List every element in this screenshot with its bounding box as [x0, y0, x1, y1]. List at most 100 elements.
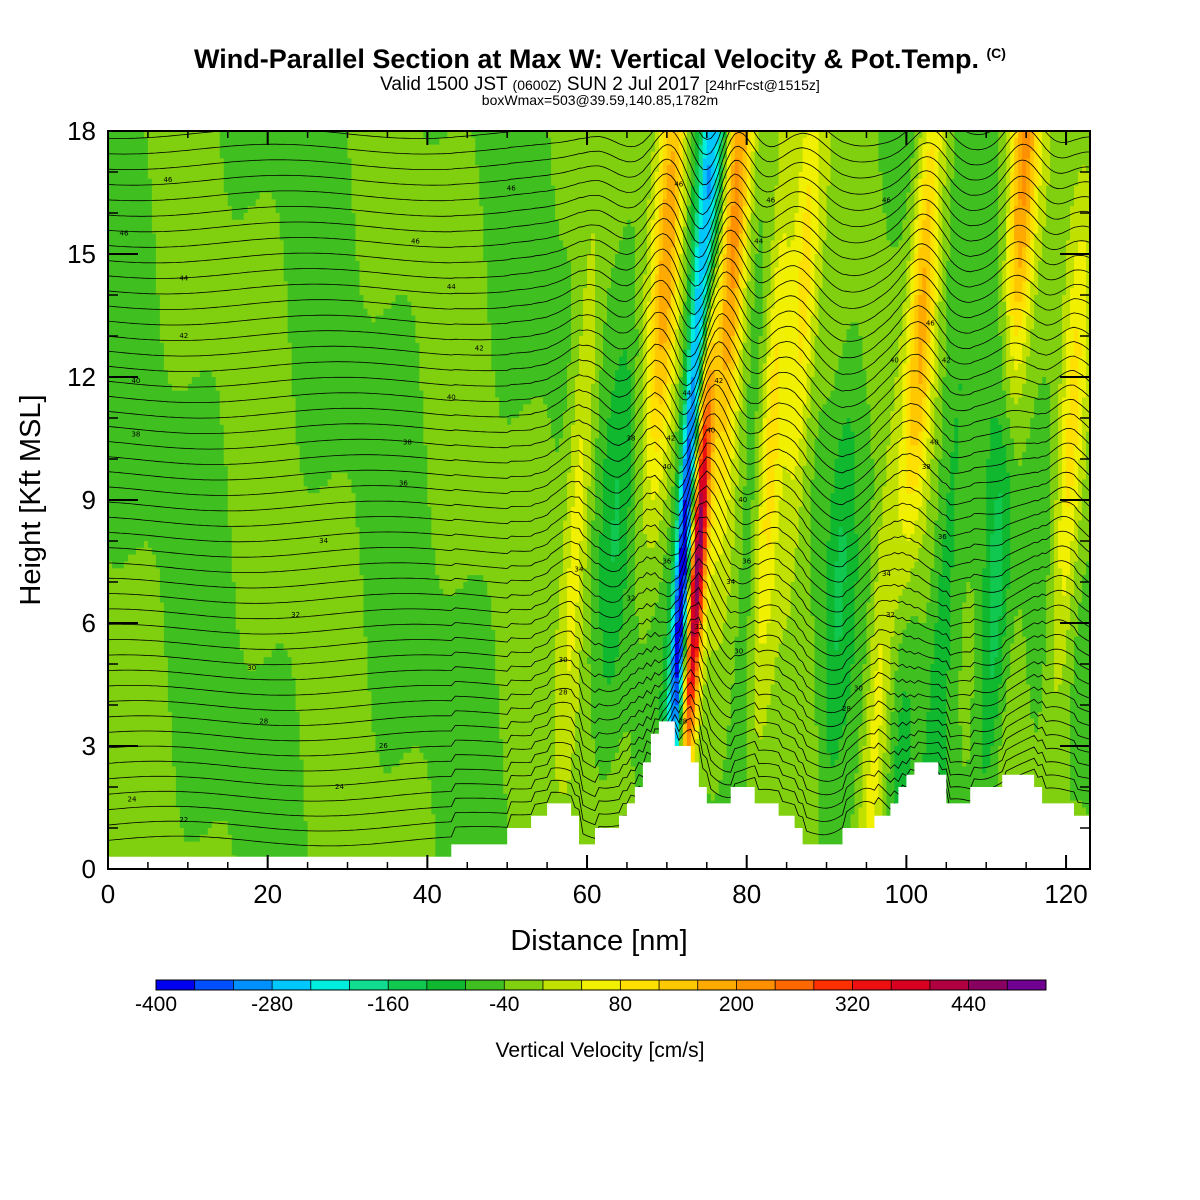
w-cell — [978, 247, 983, 255]
w-cell — [1042, 137, 1047, 146]
w-cell — [423, 185, 428, 194]
w-cell — [1030, 131, 1035, 139]
w-cell — [1058, 185, 1063, 194]
w-cell — [303, 213, 309, 221]
w-cell — [1038, 165, 1043, 173]
w-cell — [1062, 172, 1067, 180]
w-cell — [994, 172, 999, 180]
w-cell — [1050, 199, 1055, 207]
w-cell — [259, 178, 265, 187]
w-cell — [371, 172, 377, 180]
w-cell — [854, 226, 860, 235]
w-cell — [147, 260, 153, 269]
w-cell — [115, 199, 121, 207]
w-cell — [227, 219, 233, 228]
w-cell — [591, 199, 596, 207]
w-cell — [938, 199, 943, 207]
w-cell — [135, 199, 141, 207]
w-cell — [666, 131, 672, 139]
w-cell — [882, 260, 888, 269]
w-cell — [1054, 206, 1059, 214]
w-cell — [543, 151, 548, 159]
w-cell — [858, 192, 864, 200]
w-cell — [535, 144, 540, 153]
w-cell — [1034, 213, 1039, 221]
w-cell — [191, 158, 197, 166]
w-cell — [818, 240, 824, 248]
w-cell — [842, 165, 848, 173]
w-cell — [678, 158, 684, 166]
w-cell — [1086, 165, 1090, 173]
w-cell — [1078, 260, 1083, 269]
w-cell — [403, 151, 408, 159]
w-cell — [219, 226, 225, 235]
w-cell — [674, 158, 680, 166]
w-cell — [231, 267, 237, 276]
w-cell — [291, 240, 297, 248]
w-cell — [1050, 137, 1055, 146]
w-cell — [610, 185, 616, 194]
w-cell — [171, 185, 177, 194]
w-cell — [1014, 199, 1019, 207]
w-cell — [1078, 254, 1083, 262]
w-cell — [483, 158, 488, 166]
w-cell — [810, 137, 816, 146]
w-cell — [926, 192, 931, 200]
w-cell — [878, 158, 884, 166]
w-cell — [491, 185, 496, 194]
w-cell — [854, 172, 860, 180]
w-cell — [750, 247, 756, 255]
w-cell — [802, 240, 808, 248]
w-cell — [295, 267, 301, 276]
w-cell — [547, 192, 552, 200]
w-cell — [1006, 158, 1011, 166]
w-cell — [678, 240, 684, 248]
w-cell — [754, 151, 760, 159]
w-cell — [738, 172, 744, 180]
w-cell — [167, 178, 173, 187]
w-cell — [287, 131, 293, 139]
w-cell — [223, 131, 229, 139]
w-cell — [139, 151, 145, 159]
w-cell — [742, 172, 748, 180]
w-cell — [175, 199, 181, 207]
w-cell — [299, 158, 305, 166]
w-cell — [179, 158, 185, 166]
w-cell — [1042, 185, 1047, 194]
w-cell — [966, 185, 971, 194]
w-cell — [411, 192, 416, 200]
w-cell — [359, 219, 365, 228]
w-cell — [646, 131, 652, 139]
w-cell — [618, 137, 624, 146]
w-cell — [974, 240, 979, 248]
w-cell — [375, 226, 381, 235]
w-cell — [147, 206, 153, 214]
w-cell — [231, 137, 237, 146]
w-cell — [698, 151, 704, 159]
w-cell — [702, 254, 708, 262]
w-cell — [790, 233, 796, 241]
w-cell — [351, 247, 357, 255]
w-cell — [139, 165, 145, 173]
w-cell — [954, 137, 959, 146]
w-cell — [143, 260, 149, 269]
w-cell — [195, 192, 201, 200]
w-cell — [1010, 185, 1015, 194]
w-cell — [1078, 233, 1083, 241]
w-cell — [674, 199, 680, 207]
w-cell — [762, 131, 768, 139]
w-cell — [135, 226, 141, 235]
w-cell — [1018, 260, 1023, 269]
w-cell — [898, 260, 903, 269]
w-cell — [531, 165, 536, 173]
w-cell — [251, 172, 257, 180]
w-cell — [910, 206, 915, 214]
w-cell — [826, 137, 832, 146]
w-cell — [1050, 254, 1055, 262]
w-cell — [491, 131, 496, 139]
w-cell — [531, 131, 536, 139]
w-cell — [982, 172, 987, 180]
w-cell — [1086, 199, 1090, 207]
w-cell — [163, 240, 169, 248]
w-cell — [255, 233, 261, 241]
